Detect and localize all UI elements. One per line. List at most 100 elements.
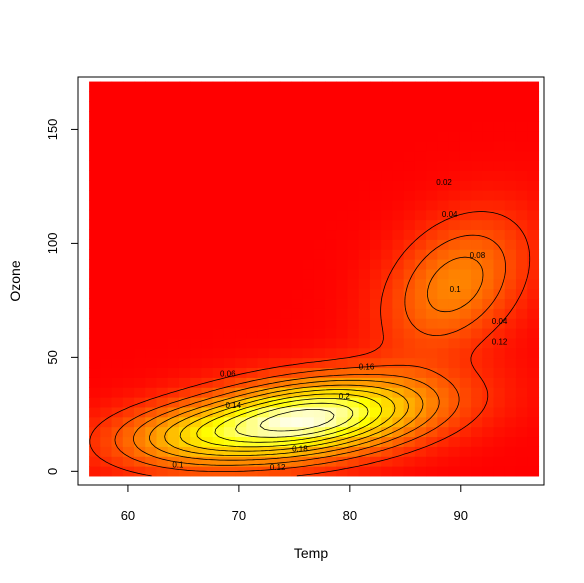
heatmap-cell bbox=[426, 190, 438, 201]
heatmap-cell bbox=[414, 101, 427, 112]
heatmap-cell bbox=[448, 347, 461, 359]
heatmap-cell bbox=[369, 259, 382, 270]
heatmap-cell bbox=[482, 308, 495, 319]
heatmap-cell bbox=[235, 81, 247, 93]
heatmap-cell bbox=[369, 150, 382, 162]
heatmap-cell bbox=[134, 190, 146, 201]
heatmap-cell bbox=[358, 130, 371, 142]
heatmap-cell bbox=[223, 406, 236, 418]
heatmap-cell bbox=[302, 219, 315, 231]
heatmap-cell bbox=[156, 416, 169, 428]
heatmap-cell bbox=[515, 209, 528, 221]
heatmap-cell bbox=[414, 170, 427, 181]
heatmap-cell bbox=[302, 337, 315, 349]
heatmap-cell bbox=[471, 101, 483, 112]
heatmap-cell bbox=[246, 249, 259, 260]
heatmap-cell bbox=[268, 278, 281, 290]
heatmap-cell bbox=[201, 160, 214, 171]
heatmap-cell bbox=[414, 397, 427, 408]
heatmap-cell bbox=[291, 170, 304, 181]
heatmap-cell bbox=[471, 347, 483, 359]
heatmap-cell bbox=[134, 140, 146, 152]
heatmap-cell bbox=[100, 387, 113, 398]
heatmap-cell bbox=[291, 406, 304, 418]
heatmap-cell bbox=[493, 298, 506, 309]
heatmap-cell bbox=[89, 120, 101, 132]
heatmap-cell bbox=[268, 259, 281, 270]
heatmap-cell bbox=[257, 120, 270, 132]
heatmap-cell bbox=[369, 416, 382, 428]
heatmap-cell bbox=[347, 160, 360, 171]
heatmap-cell bbox=[235, 397, 247, 408]
heatmap-cell bbox=[280, 120, 292, 132]
heatmap-cell bbox=[426, 209, 438, 221]
heatmap-cell bbox=[212, 199, 225, 211]
heatmap-cell bbox=[358, 249, 371, 260]
heatmap-cell bbox=[471, 249, 483, 260]
heatmap-cell bbox=[471, 337, 483, 349]
heatmap-cell bbox=[459, 111, 472, 122]
heatmap-cell bbox=[291, 278, 304, 290]
heatmap-cell bbox=[325, 219, 337, 231]
heatmap-cell bbox=[527, 91, 540, 102]
heatmap-cell bbox=[347, 199, 360, 211]
heatmap-cell bbox=[414, 120, 427, 132]
heatmap-cell bbox=[246, 288, 259, 300]
heatmap-cell bbox=[482, 219, 495, 231]
heatmap-cell bbox=[223, 426, 236, 438]
heatmap-cell bbox=[325, 150, 337, 162]
heatmap-cell bbox=[178, 150, 191, 162]
heatmap-cell bbox=[325, 199, 337, 211]
heatmap-cell bbox=[201, 81, 214, 93]
heatmap-cell bbox=[414, 357, 427, 369]
heatmap-cell bbox=[145, 150, 158, 162]
heatmap-cell bbox=[358, 111, 371, 122]
heatmap-cell bbox=[268, 130, 281, 142]
heatmap-cell bbox=[448, 308, 461, 319]
heatmap-cell bbox=[381, 416, 394, 428]
heatmap-cell bbox=[212, 416, 225, 428]
heatmap-cell bbox=[212, 328, 225, 339]
heatmap-cell bbox=[111, 150, 124, 162]
heatmap-cell bbox=[403, 101, 416, 112]
heatmap-cell bbox=[145, 259, 158, 270]
heatmap-cell bbox=[212, 259, 225, 270]
heatmap-cell bbox=[212, 190, 225, 201]
heatmap-cell bbox=[257, 416, 270, 428]
heatmap-cell bbox=[482, 101, 495, 112]
heatmap-cell bbox=[302, 190, 315, 201]
heatmap-cell bbox=[190, 367, 203, 378]
heatmap-cell bbox=[459, 436, 472, 447]
heatmap-cell bbox=[313, 347, 326, 359]
heatmap-cell bbox=[280, 328, 292, 339]
heatmap-cell bbox=[223, 199, 236, 211]
heatmap-cell bbox=[145, 426, 158, 438]
heatmap-cell bbox=[156, 426, 169, 438]
heatmap-cell bbox=[313, 298, 326, 309]
heatmap-cell bbox=[100, 150, 113, 162]
heatmap-cell bbox=[515, 180, 528, 191]
heatmap-cell bbox=[493, 456, 506, 467]
heatmap-cell bbox=[111, 298, 124, 309]
heatmap-cell bbox=[448, 190, 461, 201]
heatmap-cell bbox=[246, 259, 259, 270]
heatmap-cell bbox=[459, 426, 472, 438]
heatmap-cell bbox=[347, 219, 360, 231]
heatmap-cell bbox=[347, 190, 360, 201]
heatmap-cell bbox=[89, 101, 101, 112]
heatmap-cell bbox=[302, 130, 315, 142]
heatmap-cell bbox=[223, 337, 236, 349]
heatmap-cell bbox=[504, 160, 517, 171]
heatmap-cell bbox=[448, 170, 461, 181]
heatmap-cell bbox=[134, 377, 146, 388]
heatmap-cell bbox=[268, 91, 281, 102]
heatmap-cell bbox=[437, 81, 450, 93]
heatmap-cell bbox=[325, 298, 337, 309]
heatmap-cell bbox=[482, 249, 495, 260]
heatmap-cell bbox=[134, 229, 146, 240]
heatmap-cell bbox=[437, 397, 450, 408]
heatmap-cell bbox=[257, 239, 270, 250]
heatmap-cell bbox=[212, 446, 225, 457]
heatmap-cell bbox=[134, 436, 146, 447]
heatmap-cell bbox=[504, 219, 517, 231]
